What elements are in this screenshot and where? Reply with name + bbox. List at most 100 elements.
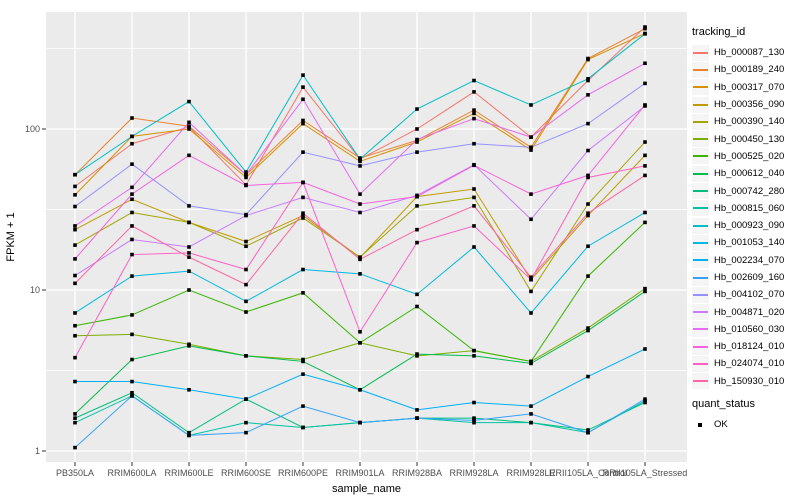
data-point: [529, 192, 533, 196]
legend-entry-Hb_004871_020: Hb_004871_020: [692, 303, 798, 321]
legend-line-icon: [693, 311, 708, 314]
data-point: [301, 404, 305, 408]
data-point: [301, 211, 305, 215]
legend-entry-Hb_000390_140: Hb_000390_140: [692, 113, 798, 130]
quant-status-legend: quant_status OK: [692, 398, 798, 433]
data-point: [73, 323, 77, 328]
data-point: [472, 141, 476, 146]
data-point: [73, 379, 77, 384]
legend-key-swatch: [692, 217, 709, 234]
x-tick-label-RRIM928LA: RRIM928LA: [449, 468, 499, 478]
legend-line-icon: [693, 138, 708, 141]
legend-title-quant-status: quant_status: [692, 398, 755, 410]
data-point: [472, 354, 476, 358]
legend-title-tracking-id: tracking_id: [692, 26, 746, 38]
data-point: [586, 175, 590, 180]
legend-line-icon: [693, 103, 708, 106]
data-point: [643, 173, 647, 178]
data-point: [586, 274, 590, 278]
data-point: [301, 150, 305, 154]
legend-key-swatch: [692, 79, 709, 96]
data-point: [187, 120, 191, 125]
data-point: [358, 210, 362, 215]
data-point: [187, 99, 191, 104]
data-point: [301, 118, 305, 123]
data-point: [187, 269, 191, 273]
legend-entry-Hb_000612_040: Hb_000612_040: [692, 165, 798, 182]
data-point: [643, 26, 647, 31]
data-point: [244, 213, 248, 218]
legend-entries: Hb_000087_130 Hb_000189_240 Hb_000317_070 H…: [692, 44, 798, 390]
legend-label: Hb_000356_090: [714, 99, 785, 111]
data-point: [130, 141, 134, 146]
data-point: [529, 145, 533, 150]
legend-line-icon: [693, 276, 708, 279]
data-point: [529, 103, 533, 107]
data-point: [244, 310, 248, 314]
data-point: [643, 103, 647, 107]
data-point: [472, 187, 476, 191]
legend-line-icon: [693, 259, 708, 262]
data-point: [472, 195, 476, 200]
legend-key-swatch: [692, 96, 709, 113]
data-point: [187, 433, 191, 438]
legend-entry-Hb_002609_160: Hb_002609_160: [692, 269, 798, 286]
data-point: [301, 73, 305, 77]
data-point: [529, 420, 533, 425]
legend-key-swatch: [692, 183, 709, 200]
data-point: [73, 257, 77, 261]
data-point: [73, 445, 77, 450]
data-point: [73, 193, 77, 197]
x-tick-label-RRII105LA_Stressed: RRII105LA_Stressed: [602, 468, 688, 478]
data-point: [358, 192, 362, 196]
data-point: [130, 192, 134, 196]
data-point: [586, 211, 590, 215]
data-point: [586, 93, 590, 97]
legend-label: Hb_010560_030: [714, 323, 785, 335]
data-point: [415, 150, 419, 154]
data-point: [415, 204, 419, 208]
data-point: [73, 420, 77, 425]
data-point: [472, 224, 476, 228]
data-point: [130, 332, 134, 337]
legend-line-icon: [693, 190, 708, 193]
data-point: [358, 420, 362, 425]
data-point: [73, 243, 77, 247]
data-point: [586, 148, 590, 153]
data-point: [472, 116, 476, 121]
legend-key-swatch: [692, 416, 709, 433]
data-point: [130, 197, 134, 202]
data-point: [529, 404, 533, 408]
data-point: [529, 135, 533, 139]
data-point: [244, 430, 248, 435]
data-point: [73, 172, 77, 177]
data-point: [415, 140, 419, 144]
data-point: [472, 108, 476, 112]
data-point: [472, 400, 476, 405]
legend-entry-Hb_000450_130: Hb_000450_130: [692, 130, 798, 148]
legend-entry-Hb_001053_140: Hb_001053_140: [692, 234, 798, 251]
legend-key-swatch: [692, 131, 709, 148]
legend-line-icon: [693, 241, 708, 244]
data-point: [358, 255, 362, 259]
data-point: [529, 148, 533, 152]
data-point: [472, 420, 476, 425]
data-point: [529, 361, 533, 366]
data-point: [73, 333, 77, 338]
data-point: [187, 124, 191, 129]
legend-label: Hb_000815_060: [714, 202, 785, 214]
data-point: [73, 224, 77, 228]
legend-entry-Hb_000742_280: Hb_000742_280: [692, 182, 798, 200]
data-point: [130, 210, 134, 215]
legend-entry-Hb_000923_090: Hb_000923_090: [692, 217, 798, 234]
legend-label: Hb_000317_070: [714, 81, 785, 93]
data-point: [643, 81, 647, 86]
data-point: [301, 121, 305, 126]
legend-entry-Hb_004102_070: Hb_004102_070: [692, 286, 798, 303]
legend-key-swatch: [692, 286, 709, 303]
data-point: [73, 355, 77, 360]
y-axis-title: FPKM + 1: [5, 212, 17, 262]
data-point: [187, 127, 191, 131]
data-point: [187, 387, 191, 392]
